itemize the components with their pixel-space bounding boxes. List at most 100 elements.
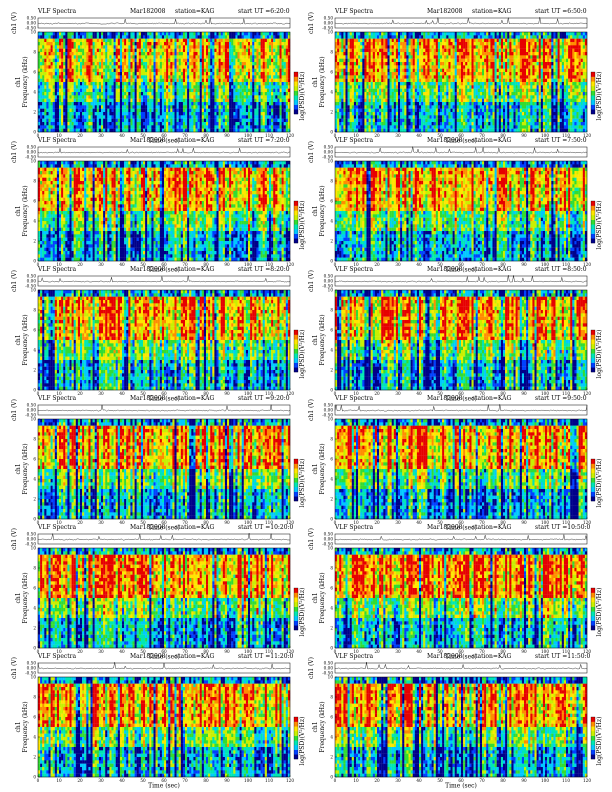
spectrogram-cell [364, 82, 367, 86]
spectrogram-cell [105, 78, 108, 83]
spectrogram-cell [269, 55, 272, 59]
spectrogram-cell [140, 58, 144, 63]
spectrogram-cell [398, 35, 401, 39]
spectrogram-cell [63, 128, 66, 133]
spectrogram-cell [182, 68, 186, 73]
spectrogram-cell [277, 52, 280, 56]
spectrogram-cell [364, 122, 367, 126]
spectrogram-cell [84, 128, 87, 133]
spectrogram-cell [157, 102, 160, 106]
spectrogram-cell [126, 58, 129, 63]
spectrogram-cell [107, 92, 110, 96]
spectrogram-cell [75, 88, 79, 93]
spectrogram-cell [360, 42, 363, 46]
spectrogram-cell [250, 108, 253, 113]
spectrogram-cell [218, 115, 221, 119]
spectrogram-cell [206, 48, 209, 53]
spectrogram-cell [159, 75, 163, 79]
spectrogram-cell [266, 98, 270, 103]
spectrogram-cell [391, 72, 394, 76]
spectrogram-cell [103, 55, 106, 59]
spectrogram-cell [374, 88, 378, 93]
spectrogram-cell [398, 85, 401, 89]
spectrogram-cell [147, 62, 150, 66]
spectrogram-cell [343, 75, 346, 79]
spectrogram-cell [132, 125, 135, 129]
spectrogram-cell [264, 35, 268, 39]
spectrogram-cell [277, 58, 280, 63]
spectrogram-cell [54, 115, 58, 119]
spectrogram-cell [157, 122, 160, 126]
spectrogram-cell [339, 52, 342, 56]
spectrogram-cell [107, 52, 110, 56]
spectrogram-cell [84, 85, 87, 89]
spectrogram-cell [347, 98, 350, 103]
spectrogram-cell [273, 75, 276, 79]
spectrogram-cell [69, 62, 72, 66]
spectrogram-cell [277, 102, 280, 106]
spectrogram-cell [269, 72, 272, 76]
spectrogram-cell [414, 122, 418, 126]
spectrogram-cell [46, 55, 49, 59]
time-tick-label: 80 [203, 133, 209, 138]
spectrogram-cell [149, 78, 152, 83]
spectrogram-cell [136, 75, 139, 79]
spectrogram-cell [94, 105, 97, 109]
spectrogram-cell [281, 95, 284, 99]
spectrogram-cell [389, 85, 392, 89]
spectrogram-cell [151, 108, 154, 113]
spectrogram-cell [98, 85, 102, 89]
spectrogram-cell [395, 125, 399, 129]
spectrogram-cell [237, 65, 240, 69]
spectrogram-cell [174, 52, 177, 56]
spectrogram-cell [151, 78, 154, 83]
spectrogram-cell [63, 112, 66, 116]
spectrogram-cell [231, 48, 234, 53]
spectrogram-cell [231, 42, 234, 46]
spectrogram-cell [140, 88, 144, 93]
spectrogram-cell [119, 38, 123, 43]
spectrogram-cell [56, 62, 60, 66]
spectrogram-cell [65, 122, 68, 126]
spectrogram-cell [260, 52, 263, 56]
spectrogram-cell [182, 102, 186, 106]
spectrogram-cell [84, 98, 87, 103]
spectrogram-cell [56, 115, 60, 119]
spectrogram-cell [266, 118, 270, 123]
spectrogram-cell [404, 112, 407, 116]
spectrogram-cell [94, 95, 97, 99]
spectrogram-cell [341, 45, 344, 49]
spectrogram-cell [281, 35, 284, 39]
spectrogram-cell [84, 92, 87, 96]
spectrogram-cell [113, 78, 116, 83]
spectrogram-cell [203, 38, 207, 43]
spectrogram-cell [195, 115, 198, 119]
spectrogram-cell [335, 58, 338, 63]
spectrogram-cell [42, 68, 45, 73]
spectrogram-cell [216, 68, 219, 73]
spectrogram-cell [113, 108, 116, 113]
spectrogram-cell [164, 115, 167, 119]
spectrogram-cell [119, 72, 123, 76]
spectrogram-cell [400, 92, 403, 96]
spectrogram-cell [285, 85, 289, 89]
spectrogram-cell [400, 88, 403, 93]
spectrogram-cell [56, 98, 60, 103]
spectrogram-cell [410, 88, 413, 93]
spectrogram-cell [256, 75, 259, 79]
spectrogram-cell [126, 125, 129, 129]
spectrogram-cell [364, 92, 367, 96]
spectrogram-cell [189, 35, 192, 39]
spectrogram-cell [341, 62, 344, 66]
spectrogram-cell [170, 82, 173, 86]
spectrogram-cell [48, 102, 51, 106]
spectrogram-cell [178, 102, 181, 106]
spectrogram-cell [86, 78, 89, 83]
spectrogram-cell [48, 38, 51, 43]
spectrogram-cell [395, 105, 399, 109]
spectrogram-cell [385, 32, 388, 36]
spectrogram-cell [44, 35, 47, 39]
spectrogram-cell [266, 68, 270, 73]
spectrogram-cell [193, 72, 196, 76]
spectrogram-cell [191, 45, 194, 49]
